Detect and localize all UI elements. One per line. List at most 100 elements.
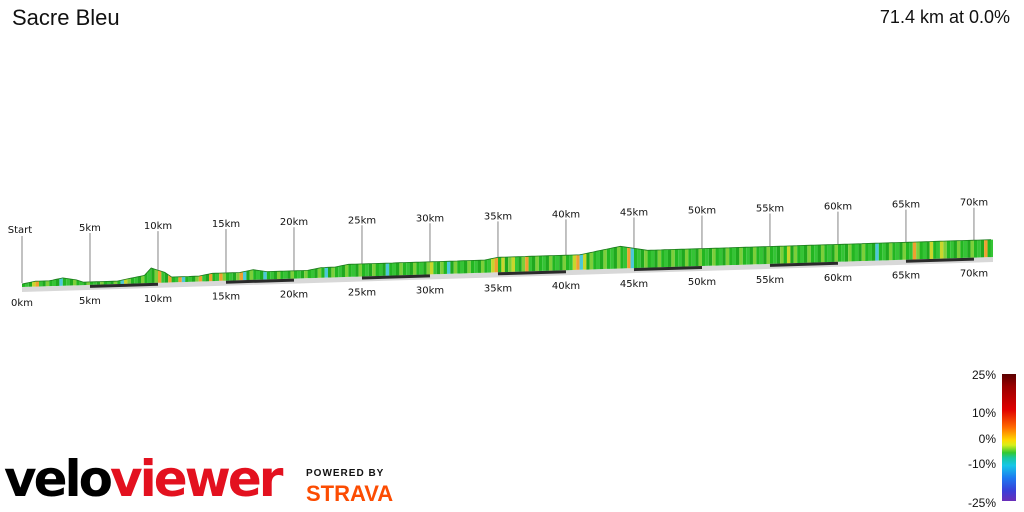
top-marker-label: 5km [79,223,101,234]
profile-slice [810,245,815,263]
profile-slice [222,272,226,281]
profile-slice [943,241,947,259]
legend-tick-label: 10% [971,406,996,420]
profile-slice [875,243,879,261]
profile-slice [28,281,33,287]
strava-logo: STRAVA [306,481,394,506]
legend-tick-label: 25% [971,368,996,382]
profile-slice [494,257,498,273]
profile-slice [151,268,155,284]
profile-slice [426,261,430,275]
profile-slice [858,243,862,262]
profile-slice [647,250,651,268]
profile-slice [276,271,281,280]
profile-slice [803,245,808,263]
bottom-marker-label: 45km [620,279,648,290]
profile-slice [525,256,529,272]
profile-slice [695,248,699,267]
profile-slice [270,271,274,280]
profile-slice [936,241,940,259]
distance-band [225,278,295,284]
bottom-marker-label: 0km [11,298,33,309]
profile-slice [392,262,396,276]
profile-slice [606,248,611,269]
profile-slice [909,242,913,260]
profile-slice [773,246,777,264]
profile-slice [586,252,590,270]
bottom-marker-label: 60km [824,273,852,284]
profile-slice [780,246,784,264]
profile-slice [389,262,393,276]
profile-slice [491,257,495,273]
profile-slice [246,270,250,281]
bottom-marker-label: 40km [552,281,580,292]
distance-band [769,261,839,267]
profile-slice [926,241,930,260]
profile-slice [589,251,594,270]
profile-slice [946,240,951,259]
profile-slice [348,264,352,277]
page-title: Sacre Bleu [12,5,120,30]
profile-slice [25,282,29,287]
profile-slice [769,246,774,264]
profile-slice [59,277,63,286]
profile-slice [555,255,560,271]
profile-slice [103,281,107,285]
profile-slice [664,249,668,268]
top-marker-label: 10km [144,221,172,232]
profile-slice [35,281,39,287]
profile-slice [559,255,563,271]
profile-slice [746,247,750,265]
profile-slice [198,275,203,282]
profile-slice [973,240,978,258]
legend-tick-label: -25% [967,496,996,510]
profile-slice [474,260,478,274]
profile-slice [253,269,257,280]
profile-slice [290,270,294,279]
profile-slice [960,240,964,259]
profile-slice [681,249,685,267]
profile-slice [623,246,628,269]
profile-slice [341,265,345,278]
profile-slice [865,243,869,261]
top-marker-label: 45km [620,207,648,218]
profile-slice [977,239,981,258]
profile-slice [637,248,641,268]
profile-slice [970,240,974,258]
profile-slice [712,248,716,266]
profile-slice [576,254,580,270]
profile-slice [42,280,46,287]
profile-slice [790,245,794,264]
profile-slice [511,256,515,272]
profile-slice [188,276,192,282]
profile-slice [640,249,645,268]
profile-slice [725,247,730,266]
profile-slice [793,245,798,264]
profile-slice [263,271,267,280]
top-marker-label: 25km [348,215,376,226]
profile-slice [715,248,719,266]
profile-slice [854,243,859,262]
profile-slice [331,267,335,278]
bottom-marker-label: 25km [348,287,376,298]
profile-slice [501,257,505,273]
profile-slice [436,261,441,275]
profile-slice [191,276,196,282]
profile-slice [304,270,308,279]
profile-slice [569,254,573,271]
profile-slice [181,276,186,283]
profile-slice [987,239,991,258]
profile-slice [372,263,376,277]
profile-slice [627,247,631,269]
profile-slice [106,281,111,285]
bottom-marker-label: 50km [688,277,716,288]
profile-slice [100,281,104,285]
profile-slice [174,276,179,283]
profile-slice [844,244,849,262]
profile-slice [603,249,607,270]
profile-slice [266,271,271,280]
profile-slice [446,261,451,274]
profile-slice [32,281,36,287]
profile-slice [338,265,342,278]
gradient-legend: 25% 10% 0% -10% -25% [930,366,1024,512]
